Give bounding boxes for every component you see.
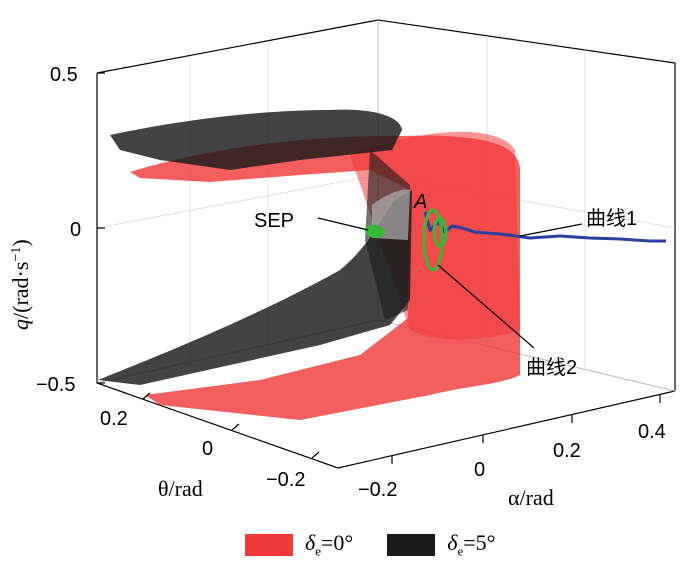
- sep-label: SEP: [254, 210, 294, 232]
- q-tick-label: −0.5: [36, 374, 75, 396]
- alpha-tick-label: 0.2: [553, 440, 581, 462]
- alpha-ticks: [391, 395, 661, 464]
- theta-ticks: [142, 392, 320, 459]
- point-a-label: A: [413, 191, 427, 213]
- legend-label: δe=0°: [305, 530, 354, 559]
- surface-de5: [98, 109, 412, 385]
- curve2-label: 曲线2: [526, 356, 577, 379]
- theta-tick-label: 0.2: [100, 408, 128, 430]
- q-tick-label: 0.5: [50, 64, 78, 86]
- q-tick-label: 0: [70, 219, 81, 241]
- theta-tick-label: 0: [202, 438, 213, 460]
- curve-2: [364, 208, 448, 272]
- legend-label: δe=5°: [447, 530, 496, 559]
- legend-item-de0: δe=0°: [245, 530, 353, 559]
- alpha-tick-label: 0.4: [638, 421, 666, 443]
- theta-axis-label: θ/rad: [158, 476, 203, 501]
- curve1-label: 曲线1: [586, 207, 637, 230]
- sep-leader: [317, 217, 369, 231]
- alpha-tick-label: −0.2: [358, 479, 397, 501]
- alpha-tick-label: 0: [474, 459, 485, 481]
- legend: δe=0° δe=5°: [245, 530, 529, 559]
- alpha-axis-label: α/rad: [508, 485, 554, 510]
- theta-tick-label: −0.2: [266, 469, 305, 491]
- q-ticks: [97, 72, 105, 384]
- legend-item-de5: δe=5°: [387, 530, 495, 559]
- curve2-leader: [437, 264, 535, 349]
- q-axis-label: q/(rad·s−1): [8, 239, 33, 330]
- plot-area: SEP A 曲线1 曲线2 0.5 0 −0.5 q/(rad·s−1) 0.2…: [8, 19, 676, 510]
- legend-swatch-red: [245, 533, 293, 556]
- curve1-leader: [519, 223, 583, 237]
- legend-swatch-black: [387, 533, 436, 556]
- surface-de0: [130, 131, 520, 420]
